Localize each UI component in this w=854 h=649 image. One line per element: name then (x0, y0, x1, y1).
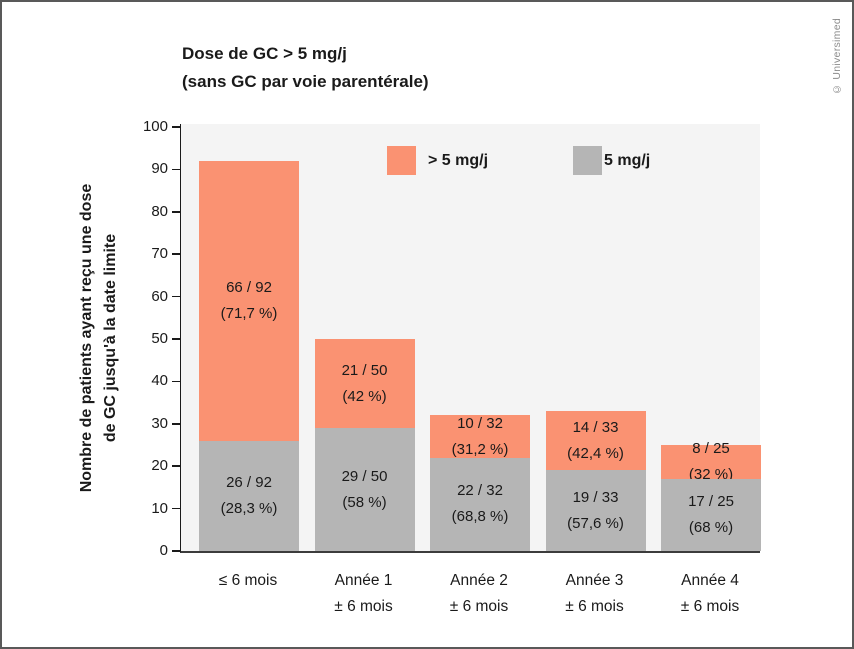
y-tick-mark-50 (172, 338, 180, 340)
y-tick-label-30: 30 (151, 414, 168, 432)
x-axis-label-line1: Année 1 (334, 572, 393, 589)
legend-label-gt5: > 5 mg/j (428, 151, 489, 169)
segment-label-line1: 19 / 33 (572, 488, 619, 506)
y-tick-mark-90 (172, 168, 180, 171)
bar-2-segment-gt5: 21 / 50 (42 %) (314, 339, 415, 429)
y-tick-label-10: 10 (151, 499, 168, 517)
segment-label-line1: 26 / 92 (226, 473, 272, 491)
x-axis-label-3: Année 2 ± 6 mois (429, 568, 529, 620)
segment-label-line1: 17 / 25 (688, 492, 734, 510)
bar-3: 10 / 32 (31,2 %) 22 / 32 (68,8 %) (430, 415, 530, 551)
legend-item-gt5: > 5 mg/j (387, 146, 488, 175)
chart-title: Dose de GC > 5 mg/j (sans GC par voie pa… (182, 40, 429, 96)
bar-3-segment-gt5: 10 / 32 (31,2 %) (430, 415, 530, 458)
y-tick-mark-40 (172, 380, 180, 383)
bar-4: 14 / 33 (42,4 %) 19 / 33 (57,6 %) (545, 411, 646, 551)
y-axis-title: Nombre de patients ayant reçu une dose d… (75, 184, 123, 493)
legend-item-le5: 5 mg/j (573, 146, 650, 175)
legend-swatch-le5 (573, 146, 602, 175)
y-tick-mark-30 (172, 423, 180, 425)
segment-label-line2: (58 %) (342, 493, 387, 511)
copyright-credit: © Universimed (831, 18, 843, 96)
bar-5: 8 / 25 (32 %) 17 / 25 (68 %) (661, 440, 761, 551)
bar-5-segment-gt5: 8 / 25 (32 %) (661, 440, 761, 483)
bar-3-segment-le5: 22 / 32 (68,8 %) (430, 457, 530, 551)
y-tick-mark-100 (172, 126, 180, 128)
x-axis-label-line2: ± 6 mois (449, 598, 509, 615)
x-axis-label-2: Année 1 ± 6 mois (314, 568, 414, 620)
segment-label-line2: (42,4 %) (567, 444, 624, 462)
x-axis-label-4: Année 3 ± 6 mois (545, 568, 645, 620)
segment-label-line2: (71,7 %) (220, 304, 278, 322)
segment-label-line2: (68,8 %) (451, 508, 509, 526)
bar-1-segment-gt5: 66 / 92 (71,7 %) (199, 160, 299, 441)
segment-label-line2: (42 %) (342, 387, 387, 405)
bar-5-segment-le5: 17 / 25 (68 %) (661, 478, 761, 551)
y-tick-label-40: 40 (151, 372, 168, 390)
y-tick-label-70: 70 (151, 245, 168, 263)
y-tick-label-90: 90 (151, 160, 168, 178)
y-tick-mark-0 (172, 550, 180, 552)
chart-title-line2: (sans GC par voie parentérale) (182, 72, 429, 91)
x-axis-label-line1: Année 2 (450, 572, 508, 589)
y-tick-mark-10 (172, 507, 180, 510)
y-tick-label-100: 100 (142, 118, 168, 135)
y-tick-mark-60 (172, 295, 180, 298)
x-axis-label-line2: ± 6 mois (680, 598, 740, 615)
segment-label-line2: (68 %) (688, 518, 734, 536)
bar-2-segment-le5: 29 / 50 (58 %) (314, 428, 415, 551)
segment-label-line1: 29 / 50 (341, 467, 388, 485)
y-tick-mark-80 (172, 211, 180, 213)
x-axis-label-line1: ≤ 6 mois (218, 572, 278, 589)
segment-label-line2: (57,6 %) (567, 514, 624, 532)
segment-label-line1: 10 / 32 (457, 414, 503, 432)
bar-1-segment-le5: 26 / 92 (28,3 %) (199, 440, 299, 551)
y-tick-label-50: 50 (151, 330, 168, 347)
segment-label-line1: 66 / 92 (226, 278, 272, 296)
y-axis-title-line1: Nombre de patients ayant reçu une dose (78, 183, 95, 493)
x-axis-label-line1: Année 3 (565, 572, 624, 589)
segment-label-line1: 21 / 50 (341, 361, 388, 379)
y-tick-label-0: 0 (159, 542, 168, 559)
segment-label-line1: 8 / 25 (692, 439, 730, 457)
y-tick-mark-20 (172, 465, 180, 467)
y-tick-label-80: 80 (151, 202, 168, 220)
segment-label-line2: (28,3 %) (220, 499, 278, 517)
x-axis-label-line1: Année 4 (681, 572, 739, 589)
legend-swatch-gt5 (387, 146, 416, 175)
y-tick-label-60: 60 (151, 287, 168, 305)
bar-2: 21 / 50 (42 %) 29 / 50 (58 %) (314, 339, 415, 551)
segment-label-line2: (31,2 %) (451, 440, 509, 458)
y-tick-label-20: 20 (151, 457, 168, 475)
legend-label-le5: 5 mg/j (604, 151, 651, 169)
x-axis-label-line2: ± 6 mois (334, 598, 393, 615)
bar-4-segment-le5: 19 / 33 (57,6 %) (545, 470, 646, 551)
segment-label-line1: 14 / 33 (572, 418, 619, 436)
y-tick-mark-70 (172, 253, 180, 255)
x-axis-label-1: ≤ 6 mois (198, 568, 298, 594)
x-axis-label-5: Année 4 ± 6 mois (660, 568, 760, 620)
bar-4-segment-gt5: 14 / 33 (42,4 %) (545, 411, 646, 471)
chart-title-line1: Dose de GC > 5 mg/j (182, 44, 347, 63)
segment-label-line2: (32 %) (688, 465, 734, 483)
x-axis-label-line2: ± 6 mois (565, 598, 624, 615)
bar-1: 66 / 92 (71,7 %) 26 / 92 (28,3 %) (199, 160, 299, 551)
plot-area: 66 / 92 (71,7 %) 26 / 92 (28,3 %) 21 / 50 (42… (172, 124, 761, 553)
segment-label-line1: 22 / 32 (457, 482, 503, 500)
